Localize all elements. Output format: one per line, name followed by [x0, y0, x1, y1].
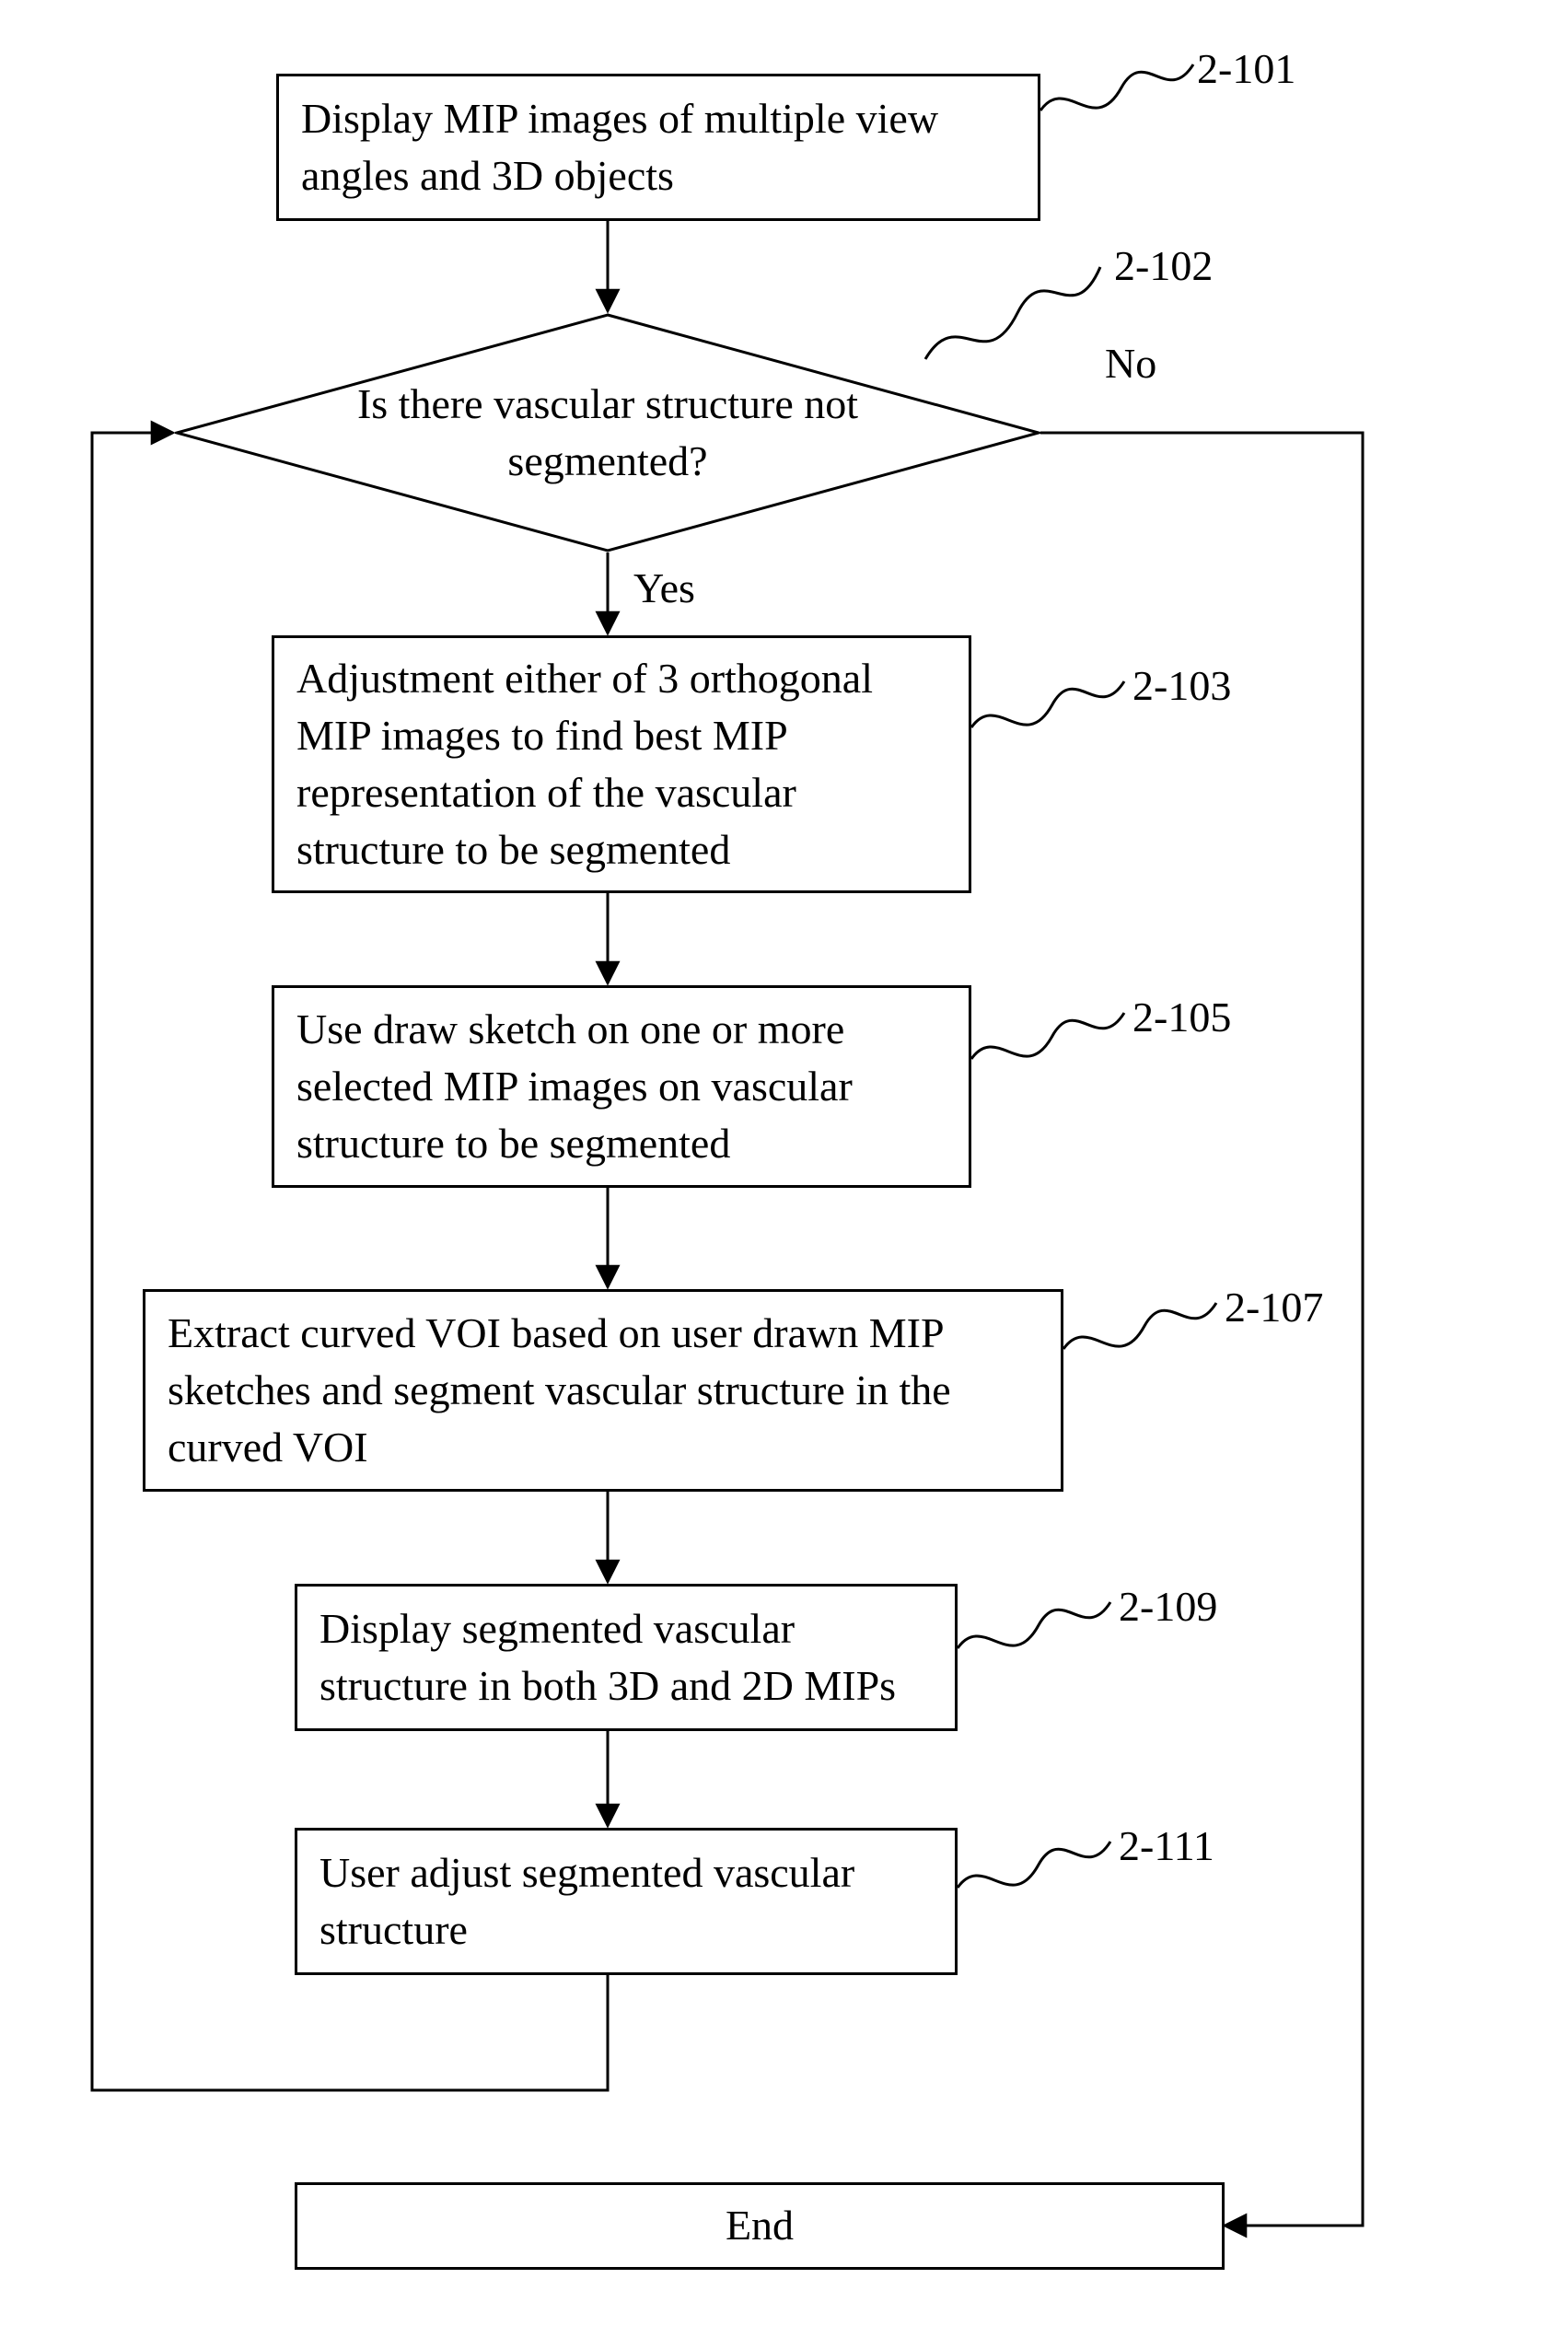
ref-label-2-107: 2-107	[1225, 1283, 1323, 1331]
step-2-103: Adjustment either of 3 orthogonal MIP im…	[272, 635, 971, 893]
ref-label-2-109: 2-109	[1119, 1582, 1217, 1631]
step-2-111-text: User adjust segmented vascular structure	[319, 1844, 933, 1959]
step-2-111: User adjust segmented vascular structure	[295, 1828, 958, 1975]
step-2-101: Display MIP images of multiple view angl…	[276, 74, 1040, 221]
ref-connector-2-105	[970, 994, 1126, 1077]
flowchart-canvas: Display MIP images of multiple view angl…	[0, 0, 1568, 2325]
step-2-107: Extract curved VOI based on user drawn M…	[143, 1289, 1063, 1492]
ref-label-2-102: 2-102	[1114, 241, 1213, 290]
decision-yes-label: Yes	[633, 564, 695, 612]
decision-2-102-text: Is there vascular structure not segmente…	[295, 376, 921, 490]
ref-label-2-111: 2-111	[1119, 1821, 1214, 1870]
decision-2-102: Is there vascular structure not segmente…	[175, 313, 1040, 552]
ref-connector-2-102	[921, 249, 1105, 368]
ref-connector-2-109	[956, 1584, 1112, 1667]
step-2-101-text: Display MIP images of multiple view angl…	[301, 90, 1016, 204]
ref-connector-2-107	[1062, 1285, 1218, 1367]
ref-connector-2-101	[1039, 46, 1195, 129]
step-2-105-text: Use draw sketch on one or more selected …	[296, 1001, 947, 1172]
step-2-109: Display segmented vascular structure in …	[295, 1584, 958, 1731]
step-2-103-text: Adjustment either of 3 orthogonal MIP im…	[296, 650, 947, 878]
terminal-end-text: End	[726, 2197, 794, 2254]
step-2-105: Use draw sketch on one or more selected …	[272, 985, 971, 1188]
step-2-107-text: Extract curved VOI based on user drawn M…	[168, 1305, 1039, 1476]
decision-no-label: No	[1105, 339, 1156, 388]
ref-connector-2-111	[956, 1823, 1112, 1906]
ref-label-2-101: 2-101	[1197, 44, 1295, 93]
step-2-109-text: Display segmented vascular structure in …	[319, 1600, 933, 1715]
ref-connector-2-103	[970, 663, 1126, 746]
ref-label-2-105: 2-105	[1132, 993, 1231, 1041]
terminal-end: End	[295, 2182, 1225, 2270]
ref-label-2-103: 2-103	[1132, 661, 1231, 710]
